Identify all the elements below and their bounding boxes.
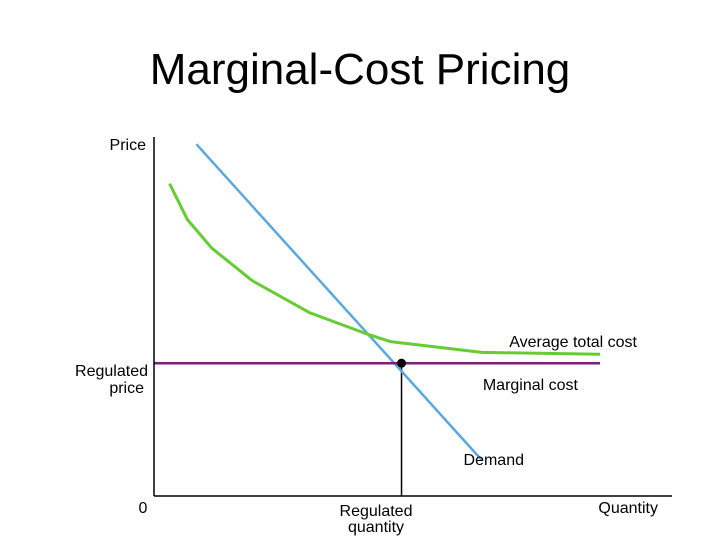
regulated-price-label-line-1: Regulated [75,363,148,380]
chart-lines-layer [154,143,601,496]
regulated-quantity-label-line-2: quantity [348,519,404,536]
regulated-price-label-line-2: price [109,380,144,397]
x-axis-label: Quantity [598,500,658,517]
marginal-cost-label: Marginal cost [483,377,579,394]
average-total-cost-label: Average total cost [509,334,637,351]
regulated-point-marker [397,358,407,368]
demand-curve [195,143,483,461]
demand-label: Demand [464,452,524,469]
average-total-cost-curve [168,183,601,356]
y-axis-label: Price [110,137,147,154]
regulated-quantity-label-line-1: Regulated [340,503,413,520]
origin-label: 0 [139,500,148,517]
chart-title: Marginal-Cost Pricing [150,45,571,94]
